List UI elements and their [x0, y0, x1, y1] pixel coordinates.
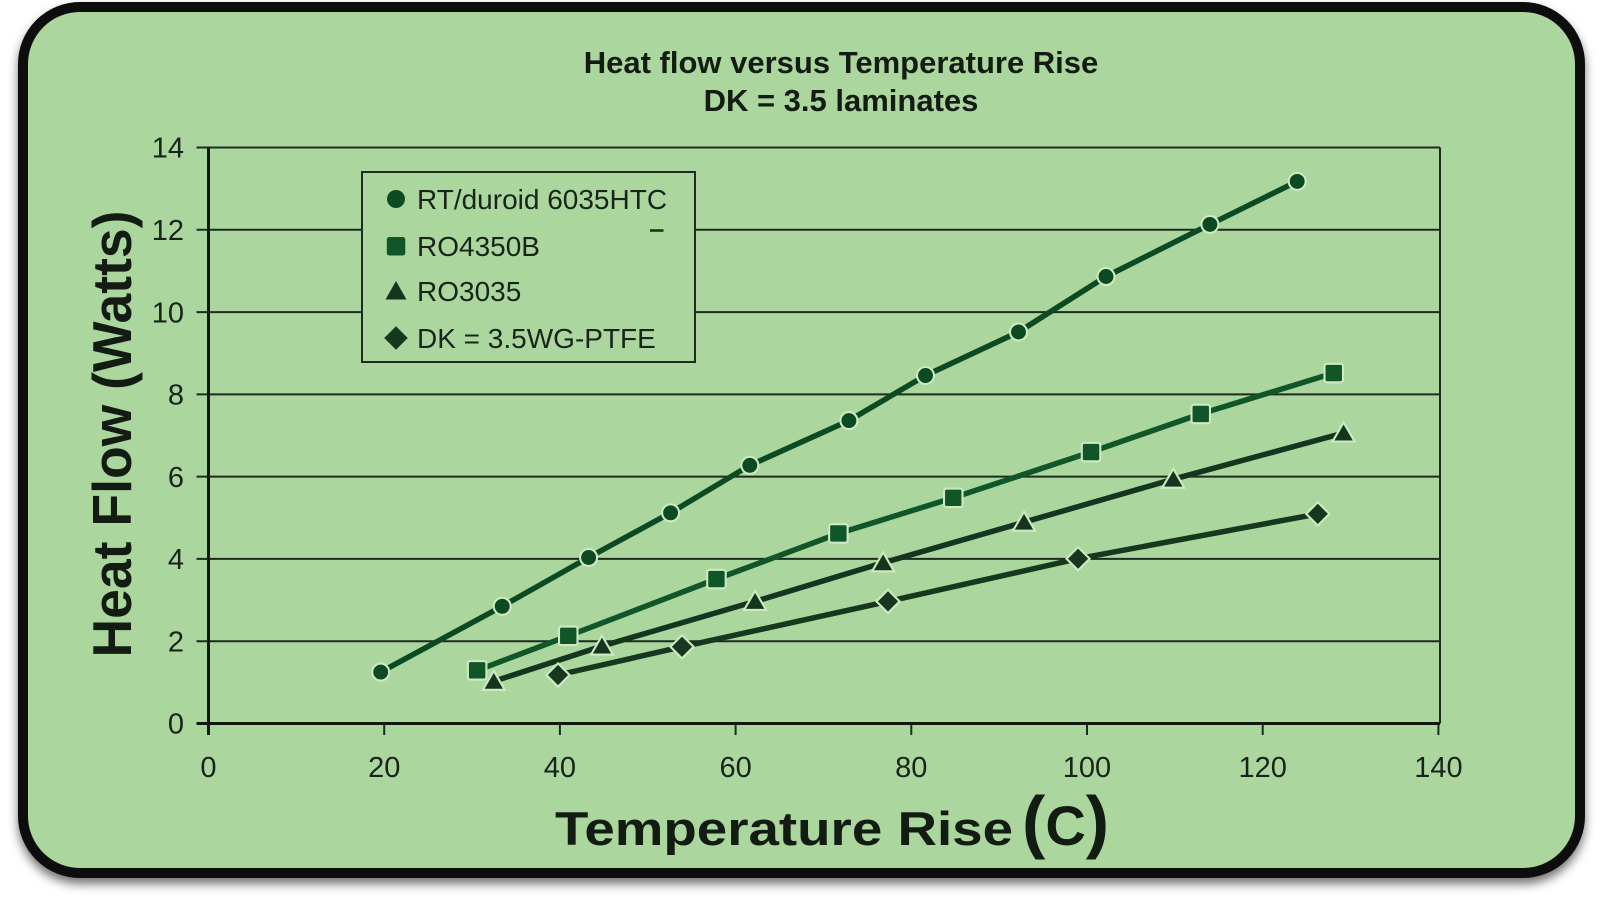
- svg-text:2: 2: [168, 626, 184, 658]
- svg-text:140: 140: [1414, 752, 1462, 784]
- svg-text:RT/duroid 6035HTC: RT/duroid 6035HTC: [417, 184, 667, 215]
- svg-text:6: 6: [168, 462, 184, 494]
- svg-text:120: 120: [1239, 752, 1287, 784]
- svg-text:DK = 3.5 laminates: DK = 3.5 laminates: [704, 83, 979, 118]
- svg-text:(C): (C): [1022, 782, 1109, 860]
- svg-text:Heat flow versus Temperature R: Heat flow versus Temperature Rise: [584, 45, 1099, 80]
- svg-text:Heat Flow (Watts): Heat Flow (Watts): [81, 211, 143, 658]
- svg-text:40: 40: [544, 752, 576, 784]
- svg-text:80: 80: [895, 752, 927, 784]
- svg-text:10: 10: [152, 297, 184, 329]
- svg-text:14: 14: [152, 133, 184, 165]
- svg-text:DK = 3.5WG-PTFE: DK = 3.5WG-PTFE: [417, 323, 656, 354]
- svg-text:100: 100: [1063, 752, 1111, 784]
- svg-text:60: 60: [719, 752, 751, 784]
- svg-text:12: 12: [152, 215, 184, 247]
- svg-text:4: 4: [168, 544, 184, 576]
- svg-text:RO4350B: RO4350B: [417, 231, 540, 262]
- svg-text:0: 0: [200, 752, 216, 784]
- svg-text:20: 20: [368, 752, 400, 784]
- svg-text:0: 0: [168, 709, 184, 741]
- svg-text:RO3035: RO3035: [417, 276, 521, 307]
- svg-text:Temperature Rise: Temperature Rise: [555, 802, 1013, 855]
- svg-text:8: 8: [168, 380, 184, 412]
